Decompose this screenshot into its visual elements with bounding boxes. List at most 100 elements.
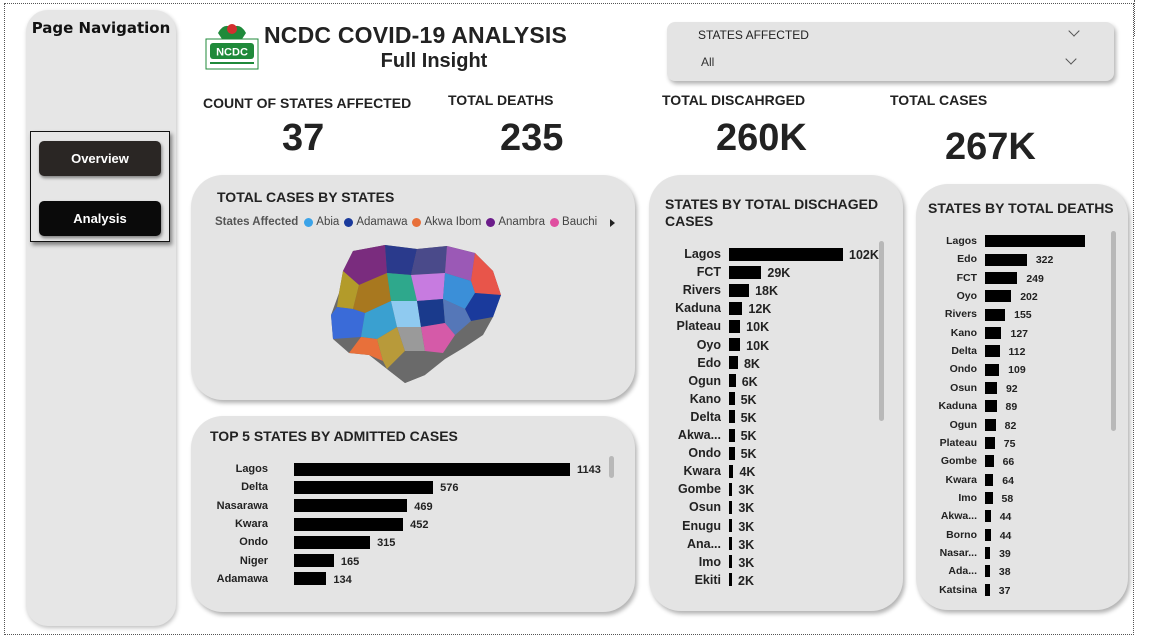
admitted-chart-scrollbar[interactable]	[609, 456, 614, 478]
bar[interactable]	[729, 410, 735, 424]
discharged-chart-scrollbar[interactable]	[879, 241, 884, 421]
bar-row[interactable]: Imo 58	[916, 489, 1116, 507]
bar[interactable]	[729, 283, 750, 297]
bar[interactable]	[985, 528, 991, 541]
legend-item[interactable]: Anambra	[486, 216, 545, 228]
bar[interactable]	[985, 473, 994, 486]
bar[interactable]	[729, 482, 733, 496]
bar-row[interactable]: Ogun 82	[916, 416, 1116, 434]
bar[interactable]	[729, 247, 843, 261]
legend-next-arrow-icon[interactable]	[610, 219, 615, 227]
bar[interactable]	[985, 400, 997, 413]
bar-row[interactable]: Enugu 3K	[649, 517, 899, 535]
bar[interactable]	[985, 345, 1000, 358]
bar-row[interactable]: Akwa... 5K	[649, 426, 899, 444]
bar[interactable]	[729, 301, 743, 315]
bar-row[interactable]: Ada... 38	[916, 562, 1116, 580]
bar[interactable]	[985, 253, 1027, 266]
bar-row[interactable]: Niger 165	[191, 552, 611, 570]
slicer-selected-value[interactable]: All	[701, 55, 715, 69]
bar-row[interactable]: Lagos 1143	[191, 460, 611, 478]
bar[interactable]	[729, 392, 735, 406]
bar[interactable]	[729, 428, 735, 442]
bar-row[interactable]: Ondo 5K	[649, 444, 899, 462]
bar[interactable]	[729, 573, 732, 587]
bar[interactable]	[985, 308, 1006, 321]
bar-row[interactable]: FCT 29K	[649, 263, 899, 281]
bar-row[interactable]: Kwara 64	[916, 471, 1116, 489]
bar-row[interactable]: Oyo 202	[916, 287, 1116, 305]
chevron-down-icon[interactable]	[1068, 25, 1080, 37]
chevron-down-icon[interactable]	[1065, 53, 1077, 65]
bar-row[interactable]: Kwara 452	[191, 515, 611, 533]
bar-row[interactable]: Delta 112	[916, 342, 1116, 360]
bar-row[interactable]: Akwa... 44	[916, 507, 1116, 525]
bar[interactable]	[729, 500, 733, 514]
bar[interactable]	[985, 235, 1085, 248]
bar-row[interactable]: Kaduna 12K	[649, 299, 899, 317]
bar-row[interactable]: Delta 576	[191, 478, 611, 496]
bar-row[interactable]: Nasar... 39	[916, 544, 1116, 562]
bar[interactable]	[985, 418, 996, 431]
bar-row[interactable]: Edo 322	[916, 250, 1116, 268]
bar[interactable]	[729, 338, 741, 352]
bar-row[interactable]: Plateau 10K	[649, 317, 899, 335]
bar[interactable]	[985, 492, 993, 505]
bar-row[interactable]: Kwara 4K	[649, 462, 899, 480]
bar[interactable]	[985, 510, 991, 523]
bar-row[interactable]: Ekiti 2K	[649, 571, 899, 589]
bar-row[interactable]: Oyo 10K	[649, 336, 899, 354]
legend-item[interactable]: Akwa Ibom	[412, 216, 481, 228]
bar[interactable]	[729, 537, 733, 551]
bar[interactable]	[985, 271, 1018, 284]
bar[interactable]	[729, 519, 733, 533]
bar[interactable]	[729, 356, 738, 370]
bar-row[interactable]: Imo 3K	[649, 553, 899, 571]
bar-row[interactable]: Ogun 6K	[649, 372, 899, 390]
bar[interactable]	[985, 326, 1002, 339]
legend-item[interactable]: Adamawa	[344, 216, 407, 228]
bar[interactable]	[985, 455, 994, 468]
bar[interactable]	[294, 517, 404, 531]
bar[interactable]	[294, 499, 408, 513]
bar-row[interactable]: Rivers 155	[916, 305, 1116, 323]
bar-row[interactable]: Kaduna 89	[916, 397, 1116, 415]
bar[interactable]	[985, 583, 990, 596]
bar-row[interactable]: Edo 8K	[649, 354, 899, 372]
bar[interactable]	[985, 547, 991, 560]
bar-row[interactable]: Nasarawa 469	[191, 497, 611, 515]
bar[interactable]	[985, 363, 1000, 376]
bar-row[interactable]: Kano 5K	[649, 390, 899, 408]
bar-row[interactable]: Lagos	[916, 232, 1116, 250]
bar-row[interactable]: Plateau 75	[916, 434, 1116, 452]
bar[interactable]	[729, 319, 741, 333]
bar[interactable]	[729, 555, 733, 569]
bar-row[interactable]: Gombe 3K	[649, 480, 899, 498]
legend-item[interactable]: Abia	[304, 216, 339, 228]
legend-item[interactable]: Bauchi	[550, 216, 597, 228]
bar[interactable]	[294, 554, 334, 568]
overview-button[interactable]: Overview	[39, 141, 161, 176]
states-affected-slicer[interactable]: STATES AFFECTED All	[667, 22, 1114, 81]
bar-row[interactable]: Katsina 37	[916, 581, 1116, 599]
bar-row[interactable]: Ondo 109	[916, 360, 1116, 378]
bar[interactable]	[729, 374, 736, 388]
bar[interactable]	[985, 437, 995, 450]
bar-row[interactable]: Borno 44	[916, 526, 1116, 544]
bar[interactable]	[729, 464, 734, 478]
bar[interactable]	[729, 446, 735, 460]
bar-row[interactable]: Ana... 3K	[649, 535, 899, 553]
bar-row[interactable]: Osun 3K	[649, 498, 899, 516]
bar[interactable]	[294, 535, 371, 549]
bar-row[interactable]: Adamawa 134	[191, 570, 611, 588]
bar[interactable]	[294, 480, 434, 494]
nigeria-states-map[interactable]	[325, 243, 507, 391]
bar-row[interactable]: Osun 92	[916, 379, 1116, 397]
bar-row[interactable]: FCT 249	[916, 269, 1116, 287]
analysis-button[interactable]: Analysis	[39, 201, 161, 236]
bar-row[interactable]: Ondo 315	[191, 533, 611, 551]
deaths-chart-scrollbar[interactable]	[1111, 231, 1116, 431]
bar-row[interactable]: Delta 5K	[649, 408, 899, 426]
bar-row[interactable]: Gombe 66	[916, 452, 1116, 470]
bar-row[interactable]: Lagos 102K	[649, 245, 899, 263]
